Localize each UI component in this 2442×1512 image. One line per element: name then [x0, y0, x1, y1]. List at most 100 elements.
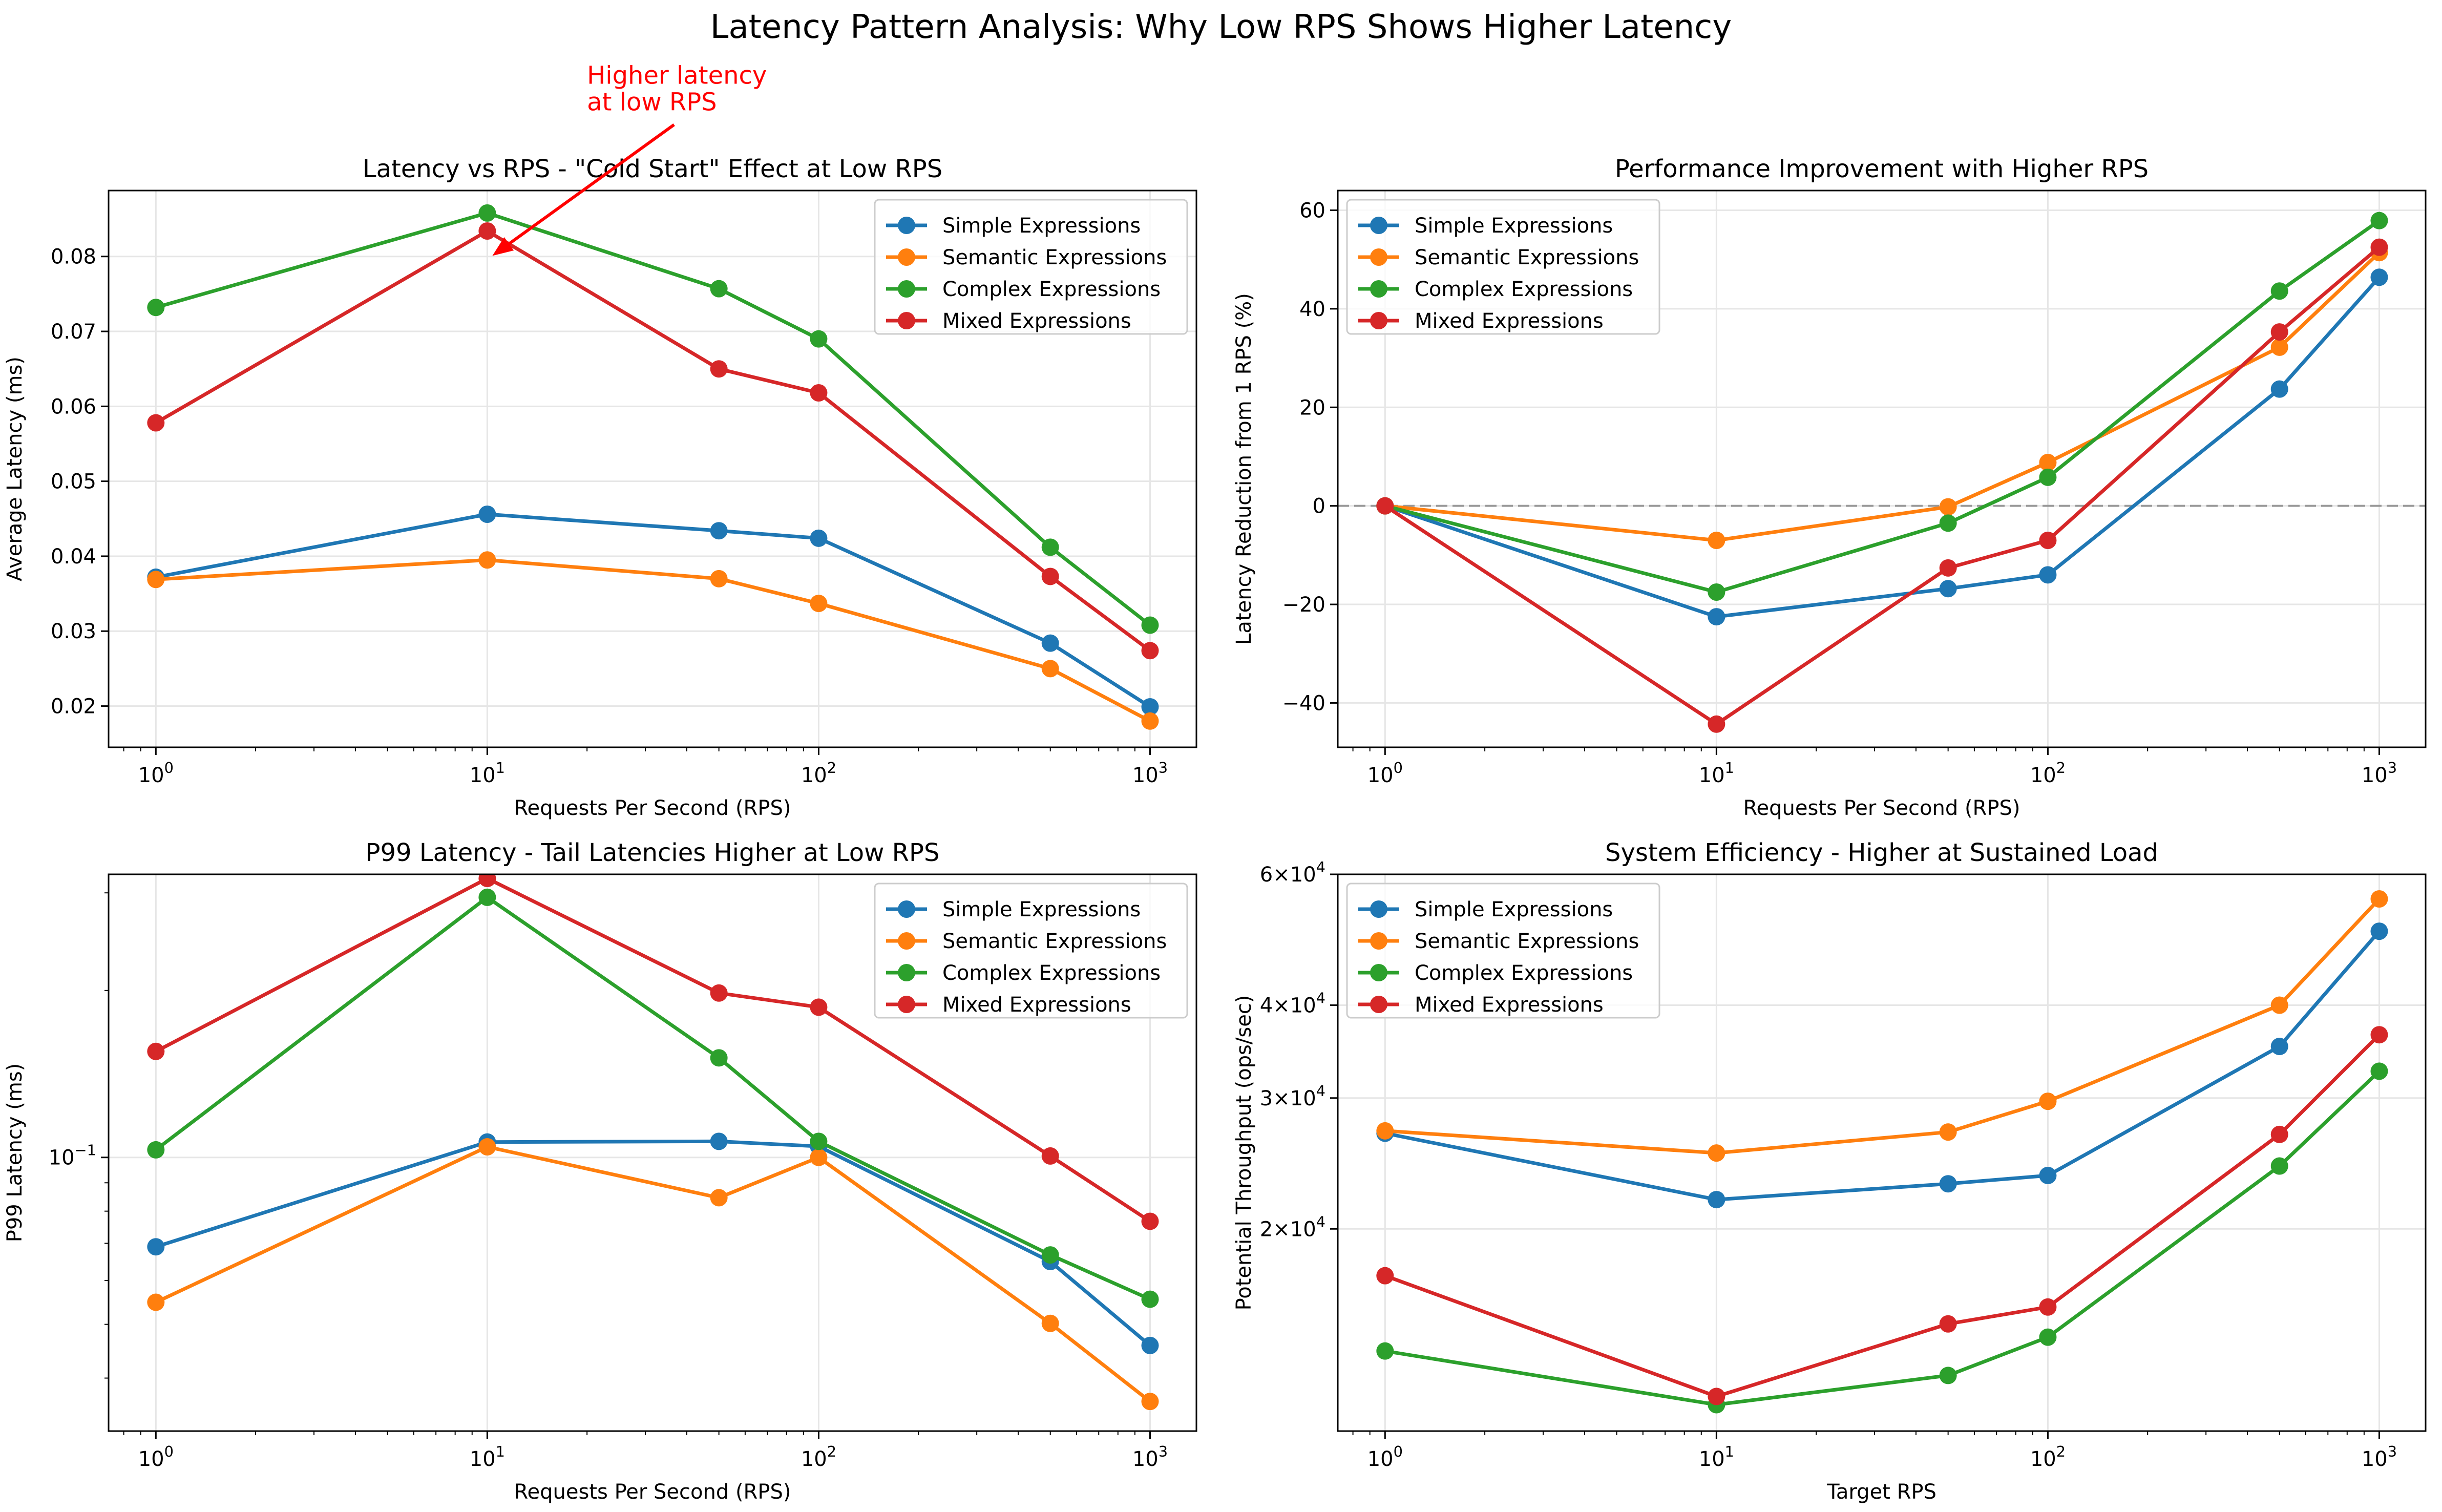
figure-suptitle: Latency Pattern Analysis: Why Low RPS Sh… — [710, 8, 1732, 46]
x-tick-label: 100 — [138, 759, 174, 787]
data-point — [1041, 660, 1059, 678]
data-point — [2370, 890, 2388, 908]
data-point — [1708, 531, 1725, 549]
data-point — [478, 506, 496, 523]
data-area — [1376, 890, 2388, 1414]
x-tick-label: 102 — [2030, 1443, 2066, 1471]
x-axis-label: Target RPS — [1826, 1480, 1936, 1504]
data-point — [2270, 338, 2288, 356]
subplot-4: 100 101 102 103 2×104 3×104 4×104 6×104 System E… — [1232, 838, 2427, 1504]
data-point — [478, 551, 496, 569]
data-point — [1708, 1388, 1725, 1405]
data-point — [2039, 1093, 2057, 1110]
data-point — [2270, 1038, 2288, 1056]
data-point — [1041, 634, 1059, 652]
data-point — [710, 522, 728, 540]
legend-marker — [898, 932, 915, 950]
axes-layer: 100 101 102 103 0.02 0.03 0.04 0.05 0.06 0.07 0.08… — [3, 61, 2427, 1504]
data-point — [1939, 559, 1957, 577]
data-point — [1708, 1144, 1725, 1162]
legend-label: Simple Expressions — [1415, 214, 1613, 238]
legend-label: Semantic Expressions — [942, 930, 1167, 953]
subplot-title: P99 Latency - Tail Latencies Higher at L… — [366, 838, 940, 867]
data-point — [2039, 1328, 2057, 1346]
x-tick-label: 103 — [1132, 759, 1168, 787]
axes-frame — [1337, 873, 2427, 1432]
legend-marker — [898, 964, 915, 981]
data-point — [1376, 1342, 1394, 1360]
legend-marker — [898, 248, 915, 266]
data-point — [1376, 497, 1394, 515]
y-tick-label: 0.03 — [51, 620, 96, 643]
y-tick-label: 0.02 — [51, 695, 96, 719]
y-tick-label: 3×104 — [1260, 1082, 1325, 1110]
data-point — [147, 299, 165, 317]
series-line — [154, 895, 1152, 1301]
data-point — [2370, 212, 2388, 229]
x-tick-label: 101 — [470, 759, 505, 787]
axes-frame — [108, 190, 1197, 748]
legend-marker — [1370, 280, 1387, 298]
data-point — [2039, 468, 2057, 486]
y-axis-label: Potential Throughput (ops/sec) — [1232, 995, 1256, 1311]
data-point — [2270, 1157, 2288, 1175]
data-point — [2039, 566, 2057, 584]
data-point — [1708, 1191, 1725, 1209]
data-point — [710, 984, 728, 1002]
legend-box — [874, 199, 1188, 335]
x-tick-label: 101 — [470, 1443, 505, 1471]
legend-box — [1346, 199, 1660, 335]
data-point — [2370, 1026, 2388, 1044]
legend-label: Simple Expressions — [1415, 898, 1613, 921]
data-point — [1041, 1314, 1059, 1332]
series-line — [154, 211, 1152, 627]
legend: Simple Expressions Semantic Expressions Co… — [874, 883, 1188, 1019]
data-point — [147, 414, 165, 432]
series-line — [1383, 929, 2381, 1202]
data-point — [1376, 1267, 1394, 1285]
data-point — [2039, 531, 2057, 549]
series-line — [1383, 275, 2381, 619]
data-point — [1141, 712, 1159, 730]
data-point — [710, 360, 728, 378]
y-tick-label: 20 — [1299, 396, 1325, 419]
data-point — [810, 1148, 828, 1166]
data-point — [1939, 1123, 1957, 1141]
data-point — [710, 570, 728, 587]
data-point — [2039, 1298, 2057, 1316]
data-point — [147, 1042, 165, 1060]
data-point — [2039, 453, 2057, 471]
x-tick-label: 102 — [2030, 759, 2066, 787]
series-line — [1383, 219, 2381, 594]
subplot-3: 100 101 102 103 10−1 P99 Latency - Tail Laten… — [3, 838, 1197, 1504]
annotation-arrow-head — [492, 237, 514, 256]
subplot-1: 100 101 102 103 0.02 0.03 0.04 0.05 0.06 0.07 0.08… — [3, 61, 1197, 820]
x-tick-label: 103 — [1132, 1443, 1168, 1471]
data-point — [810, 529, 828, 547]
data-point — [2270, 1125, 2288, 1143]
annotation-text: Higher latency — [587, 61, 767, 90]
data-point — [2270, 323, 2288, 341]
y-tick-label: 0.08 — [51, 245, 96, 269]
x-axis-label: Requests Per Second (RPS) — [514, 1480, 791, 1504]
legend: Simple Expressions Semantic Expressions Co… — [874, 199, 1188, 335]
legend-marker — [898, 280, 915, 298]
data-point — [1376, 1122, 1394, 1140]
x-axis-label: Requests Per Second (RPS) — [514, 796, 791, 820]
series-line — [1383, 250, 2381, 542]
data-point — [710, 280, 728, 298]
legend-marker — [898, 312, 915, 329]
x-tick-label: 101 — [1699, 759, 1734, 787]
data-point — [1141, 1290, 1159, 1308]
data-point — [810, 998, 828, 1016]
legend-marker — [1370, 900, 1387, 918]
legend-label: Semantic Expressions — [1415, 246, 1639, 269]
data-point — [1141, 1212, 1159, 1230]
data-point — [1041, 1246, 1059, 1264]
x-tick-label: 101 — [1699, 1443, 1734, 1471]
data-point — [2370, 268, 2388, 286]
legend-marker — [898, 217, 915, 234]
data-point — [1708, 715, 1725, 733]
